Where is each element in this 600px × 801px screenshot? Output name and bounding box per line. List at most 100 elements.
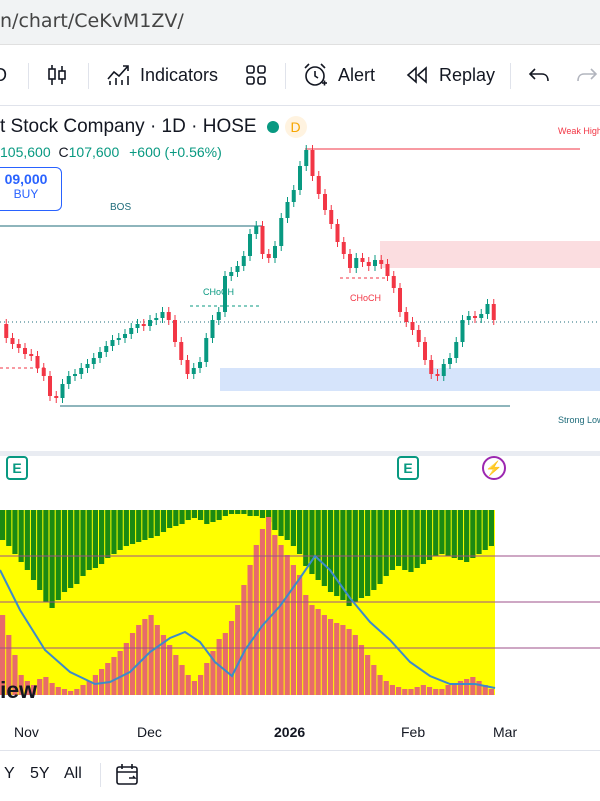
- indicator-red-bar: [389, 685, 395, 695]
- candle-body: [210, 320, 215, 338]
- indicator-green-bar: [86, 510, 92, 570]
- url-text[interactable]: n/chart/CeKvM1ZV/: [0, 10, 184, 32]
- events-row: E E ⚡: [0, 456, 600, 484]
- undo-icon: [528, 65, 550, 85]
- indicator-red-bar: [92, 675, 98, 695]
- time-label: Nov: [14, 724, 39, 740]
- indicator-red-bar: [204, 663, 210, 695]
- symbol-legend[interactable]: t Stock Company · 1D · HOSE D: [0, 116, 307, 138]
- redo-button[interactable]: [576, 61, 598, 89]
- indicator-green-bar: [389, 510, 395, 570]
- indicator-green-bar: [383, 510, 389, 576]
- candle-body: [360, 258, 365, 262]
- indicator-red-bar: [352, 635, 358, 695]
- indicator-green-bar: [420, 510, 426, 564]
- indicator-red-bar: [198, 675, 204, 695]
- indicator-svg[interactable]: [0, 500, 600, 705]
- indicator-red-bar: [476, 681, 482, 695]
- indicator-red-bar: [148, 615, 154, 695]
- candles-type-button[interactable]: [46, 61, 68, 89]
- buy-button[interactable]: 09,000 BUY: [0, 167, 62, 211]
- candle-body: [491, 304, 496, 320]
- indicator-red-bar: [111, 657, 117, 695]
- replay-button[interactable]: Replay: [405, 61, 495, 89]
- candle-body: [366, 262, 371, 266]
- indicator-green-bar: [278, 510, 284, 536]
- range-1y-button[interactable]: Y: [4, 765, 15, 782]
- indicators-icon: [106, 63, 132, 87]
- indicator-green-bar: [346, 510, 352, 606]
- indicator-red-bar: [414, 687, 420, 695]
- time-axis[interactable]: Nov Dec 2026 Feb Mar: [0, 718, 600, 748]
- indicator-red-bar: [420, 685, 426, 695]
- alert-button[interactable]: Alert: [302, 61, 375, 89]
- candle-body: [379, 260, 384, 264]
- indicator-green-bar: [340, 510, 346, 600]
- indicator-red-bar: [30, 685, 37, 695]
- indicator-green-bar: [198, 510, 204, 520]
- candle-body: [460, 320, 465, 342]
- candle-body: [298, 166, 302, 190]
- indicator-green-bar: [259, 510, 266, 518]
- bottom-divider: [100, 763, 101, 787]
- indicator-green-bar: [160, 510, 167, 532]
- indicator-red-bar: [470, 677, 476, 695]
- interval-button[interactable]: D: [0, 61, 8, 89]
- layouts-button[interactable]: [244, 61, 268, 89]
- indicator-green-bar: [402, 510, 408, 570]
- candle-body: [404, 312, 409, 322]
- indicator-green-bar: [303, 510, 309, 566]
- indicator-green-bar: [365, 510, 371, 596]
- indicator-red-bar: [327, 619, 334, 695]
- candle-body: [54, 396, 59, 398]
- candle-body: [479, 314, 484, 318]
- candle-body: [323, 194, 327, 210]
- indicator-red-bar: [210, 651, 216, 695]
- indicator-green-bar: [148, 510, 154, 538]
- candle-body: [279, 218, 284, 246]
- delayed-badge[interactable]: D: [284, 116, 307, 138]
- layout-grid-icon: [244, 63, 268, 87]
- bottom-range-bar: Y 5Y All: [0, 750, 600, 801]
- price-chart-pane[interactable]: BOS CHoCH CHoCH Weak High Strong Low t S…: [0, 106, 600, 451]
- candle-body: [260, 226, 265, 254]
- range-5y-button[interactable]: 5Y: [30, 765, 50, 782]
- indicator-red-bar: [272, 535, 278, 695]
- indicator-pane[interactable]: [0, 500, 600, 705]
- rewind-icon: [405, 65, 429, 85]
- price-chart-svg[interactable]: BOS CHoCH CHoCH Weak High Strong Low: [0, 106, 600, 451]
- browser-address-bar[interactable]: n/chart/CeKvM1ZV/: [0, 0, 600, 45]
- candle-body: [223, 276, 227, 312]
- indicator-green-bar: [457, 510, 464, 560]
- indicator-red-bar: [179, 665, 185, 695]
- indicator-green-bar: [99, 510, 105, 564]
- indicator-green-bar: [123, 510, 129, 546]
- indicator-green-bar: [173, 510, 179, 526]
- choch-right-label: CHoCH: [350, 293, 381, 303]
- candle-body: [191, 368, 196, 374]
- indicator-green-bar: [334, 510, 340, 596]
- indicator-green-bar: [228, 510, 235, 514]
- range-all-button[interactable]: All: [64, 765, 82, 782]
- close-label: C: [58, 144, 69, 160]
- candles-group: [4, 145, 496, 403]
- earnings-event-badge[interactable]: E: [6, 456, 28, 480]
- indicator-green-bar: [297, 510, 303, 554]
- candle-body: [129, 328, 134, 334]
- lightning-icon[interactable]: ⚡: [482, 456, 506, 480]
- indicator-green-bar: [105, 510, 111, 558]
- market-open-dot: [266, 121, 279, 133]
- indicator-red-bar: [191, 681, 197, 695]
- indicator-red-bar: [284, 555, 290, 695]
- candle-body: [110, 340, 115, 346]
- candle-body: [229, 272, 234, 276]
- indicators-button[interactable]: Indicators: [106, 61, 218, 89]
- candle-body: [41, 368, 46, 376]
- indicator-red-bar: [61, 689, 68, 695]
- candle-body: [166, 312, 171, 320]
- pane-separator[interactable]: [0, 451, 600, 456]
- calendar-range-icon[interactable]: [115, 763, 141, 792]
- undo-button[interactable]: [528, 61, 550, 89]
- earnings-event-badge[interactable]: E: [397, 456, 419, 480]
- indicator-green-bar: [253, 510, 259, 516]
